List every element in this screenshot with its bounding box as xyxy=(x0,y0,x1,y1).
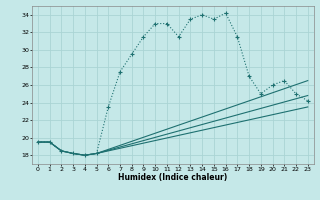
X-axis label: Humidex (Indice chaleur): Humidex (Indice chaleur) xyxy=(118,173,228,182)
